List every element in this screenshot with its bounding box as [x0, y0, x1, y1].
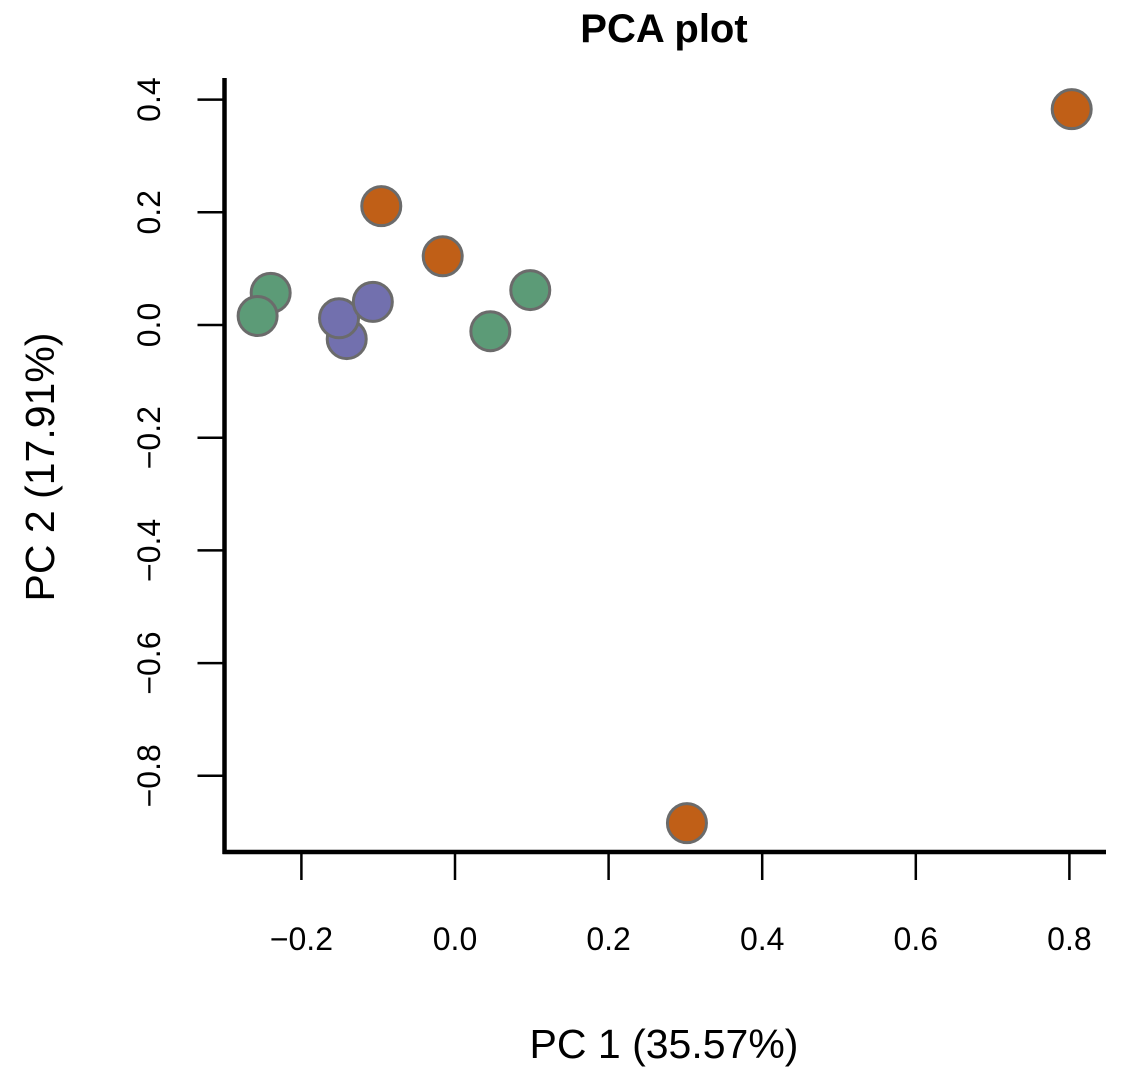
data-point-group-orange	[665, 802, 708, 845]
y-tick-label: −0.8	[131, 744, 167, 807]
y-tick-label: −0.2	[131, 406, 167, 469]
axes: −0.2 0.0 0.2 0.4 0.6 0.8 −0.8 −0.6 −0.4 −0.2 0.0 0…	[131, 77, 1106, 957]
data-points	[236, 88, 1093, 845]
x-ticks: −0.2 0.0 0.2 0.4 0.6 0.8	[270, 852, 1092, 957]
y-axis-label: PC 2 (17.91%)	[17, 333, 63, 602]
data-point-group-orange	[360, 185, 403, 228]
y-tick-label: 0.2	[131, 190, 167, 234]
data-point-group-orange	[1050, 88, 1093, 131]
y-tick-label: 0.0	[131, 303, 167, 347]
y-tick-label: −0.6	[131, 632, 167, 695]
x-tick-label: 0.0	[433, 921, 477, 957]
data-point-group-purple	[318, 297, 361, 340]
x-axis-label: PC 1 (35.57%)	[530, 1021, 799, 1067]
chart-title: PCA plot	[580, 7, 747, 51]
data-point-group-green	[509, 269, 552, 312]
data-point-group-purple	[351, 280, 394, 323]
data-point-group-green	[469, 310, 512, 353]
x-tick-label: 0.4	[740, 921, 784, 957]
y-tick-label: 0.4	[131, 77, 167, 121]
x-tick-label: −0.2	[270, 921, 333, 957]
x-tick-label: 0.2	[586, 921, 630, 957]
y-tick-label: −0.4	[131, 519, 167, 582]
x-tick-label: 0.6	[894, 921, 938, 957]
y-ticks: −0.8 −0.6 −0.4 −0.2 0.0 0.2 0.4	[131, 77, 225, 807]
data-point-group-green	[236, 294, 279, 337]
data-point-group-orange	[421, 235, 464, 278]
x-tick-label: 0.8	[1047, 921, 1091, 957]
